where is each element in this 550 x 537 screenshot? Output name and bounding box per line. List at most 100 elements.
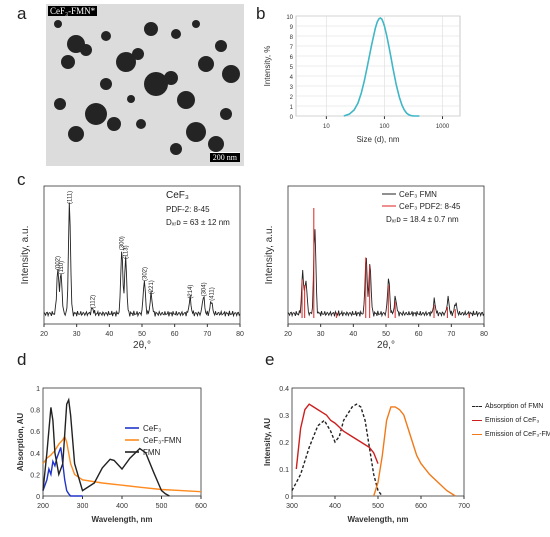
x-tick-label: 30: [73, 331, 81, 338]
spectrum-line-2: [373, 406, 456, 497]
hkl-annotation: (300): [120, 236, 126, 250]
hkl-annotation: (304): [201, 282, 207, 296]
x-axis-label: 2θ,°: [377, 340, 395, 350]
chart-e-emission: 300 400 500 600 700 0 0.1 0.2 0.3 0.4 Wavelength, …: [263, 386, 470, 524]
hkl-annotation: (302): [142, 267, 148, 281]
x-tick-label: 80: [236, 331, 244, 338]
y-axis-label: Intensity, a.u.: [264, 226, 275, 285]
x-tick-label: 700: [458, 503, 470, 510]
x-axis-label: Wavelength, nm: [91, 515, 152, 524]
chart-e-legend: Absorption of FMN Emission of CeF₃ Emissio…: [472, 400, 550, 442]
tem-scale-bar: 200 nm: [209, 152, 240, 162]
y-tick-label: 8: [290, 35, 294, 41]
hkl-annotation: (221): [149, 280, 155, 294]
legend-label: Emission of CeF₃-FMN: [485, 431, 550, 438]
hkl-annotation: (112): [90, 295, 96, 309]
hkl-annotation: (214): [188, 285, 194, 299]
panel-label-e: e: [265, 350, 275, 369]
x-tick-label: 1000: [436, 124, 450, 130]
x-tick-label: 600: [195, 503, 207, 510]
y-tick-label: 7: [290, 45, 294, 51]
x-tick-label: 400: [116, 503, 128, 510]
panel-label-d: d: [17, 350, 27, 369]
absorption-line-0: [42, 447, 83, 497]
legend-swatch: [472, 433, 482, 435]
x-tick-label: 50: [382, 331, 390, 338]
y-tick-label: 6: [290, 55, 294, 61]
y-tick-label: 9: [290, 25, 294, 31]
hkl-annotation: (113): [124, 245, 130, 259]
x-tick-label: 20: [284, 331, 292, 338]
y-axis-label: Intensity, %: [263, 46, 272, 87]
absorption-line-2: [42, 397, 170, 497]
y-tick-label: 0.1: [279, 467, 289, 474]
y-tick-label: 2: [290, 95, 294, 101]
legend-label: CeF₃-FMN: [143, 436, 182, 445]
x-axis-label: Wavelength, nm: [347, 515, 408, 524]
spectrum-line-1: [295, 403, 379, 470]
x-tick-label: 600: [415, 503, 427, 510]
panel-label-b: b: [256, 4, 266, 23]
x-tick-label: 60: [171, 331, 179, 338]
y-axis-label: Absorption, AU: [16, 413, 25, 472]
x-tick-label: 500: [372, 503, 384, 510]
legend-fmn: CeF₃ FMN: [399, 190, 437, 199]
hkl-annotation: (111): [67, 191, 73, 204]
x-tick-label: 60: [415, 331, 423, 338]
legend-swatch: [472, 405, 482, 407]
x-tick-label: 50: [138, 331, 146, 338]
y-tick-label: 0.2: [30, 472, 40, 479]
x-tick-label: 70: [447, 331, 455, 338]
tem-sample-label: CeF₃-FMN*: [48, 6, 98, 16]
x-tick-label: 70: [203, 331, 211, 338]
legend-dxrd: Dₓᵣᴅ = 18.4 ± 0.7 nm: [386, 215, 459, 224]
dls-size-distribution-line: [343, 17, 420, 117]
y-tick-label: 5: [290, 65, 294, 71]
x-axis-label: Size (d), nm: [356, 135, 399, 144]
x-tick-label: 200: [37, 503, 49, 510]
x-tick-label: 300: [286, 503, 298, 510]
y-tick-label: 0: [290, 115, 294, 121]
xrd-cef3-pattern: [43, 202, 241, 318]
x-tick-label: 10: [323, 124, 330, 130]
x-tick-label: 400: [329, 503, 341, 510]
hkl-annotation: (411): [209, 287, 215, 301]
y-axis-label: Intensity, a.u.: [20, 226, 31, 285]
legend-label: FMN: [143, 448, 161, 457]
x-tick-label: 100: [379, 124, 390, 130]
chart-b-dls: 10 100 1000 0 1 2 3 4 5 6 7 8 9 10 Size (d), nm Intensi…: [263, 15, 461, 144]
y-tick-label: 0.2: [279, 440, 289, 447]
hkl-annotation: (110): [59, 261, 65, 275]
legend-label: Absorption of FMN: [485, 403, 544, 410]
x-tick-label: 80: [480, 331, 488, 338]
tem-image: CeF₃-FMN* 200 nm: [46, 4, 244, 166]
legend-entry: Emission of CeF₃-FMN: [472, 428, 550, 442]
panel-label-a: a: [17, 4, 27, 23]
y-axis-label: Intensity, AU: [263, 418, 272, 466]
x-tick-label: 40: [349, 331, 357, 338]
y-tick-label: 1: [290, 105, 294, 111]
legend-pdf: CeF₃ PDF2: 8-45: [399, 202, 461, 211]
x-tick-label: 40: [105, 331, 113, 338]
legend-pdf: PDF-2: 8-45: [166, 205, 210, 214]
y-tick-label: 0.8: [30, 408, 40, 415]
spectrum-line-0: [291, 403, 383, 497]
y-tick-label: 0.4: [279, 386, 289, 393]
legend-entry: Absorption of FMN: [472, 400, 548, 414]
legend-swatch: [472, 419, 482, 421]
absorption-line-1: [42, 434, 202, 493]
x-tick-label: 30: [317, 331, 325, 338]
tem-particles: [46, 4, 244, 166]
x-tick-label: 20: [40, 331, 48, 338]
y-tick-label: 1: [36, 386, 40, 393]
y-tick-label: 0.6: [30, 429, 40, 436]
chart-d-absorption: 200 300 400 500 600 0 0.2 0.4 0.6 0.8 1 Wavelength,…: [16, 386, 207, 524]
hkl-annotation: (002): [56, 256, 62, 270]
y-tick-label: 0.3: [279, 413, 289, 420]
y-tick-label: 0: [36, 494, 40, 501]
legend-label: Emission of CeF₃: [485, 417, 540, 424]
x-tick-label: 300: [77, 503, 89, 510]
y-tick-label: 4: [290, 75, 294, 81]
panel-label-c: c: [17, 170, 26, 189]
x-axis-label: 2θ,°: [133, 340, 151, 350]
